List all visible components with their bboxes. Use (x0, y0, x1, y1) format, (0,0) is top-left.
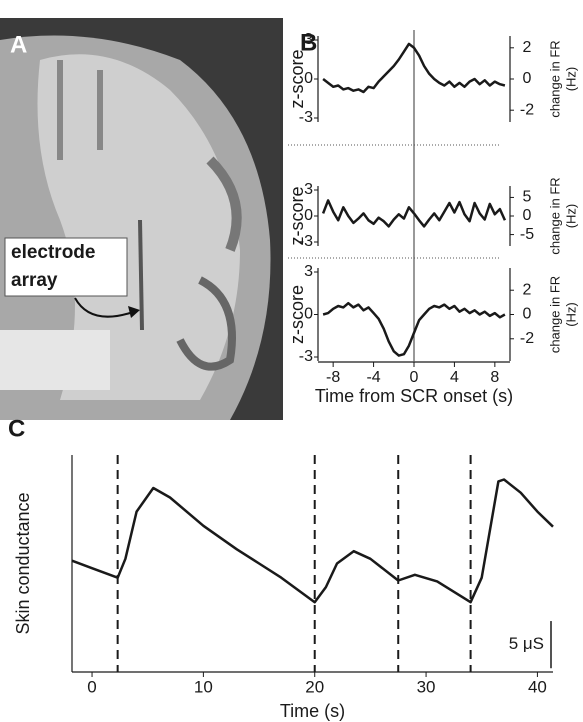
x-tick-label: -4 (366, 369, 380, 386)
y2-tick-label: 0 (523, 306, 532, 323)
y-axis-label: z-score (287, 186, 307, 245)
y-tick-label: 0 (304, 306, 313, 323)
x-axis-label: Time (s) (280, 701, 345, 721)
y2-tick-label: -2 (520, 101, 534, 118)
y2-axis-label: (Hz) (563, 67, 578, 92)
y-tick-label: 3 (304, 31, 313, 48)
data-line (71, 478, 554, 604)
scale-bar-label: 5 μS (509, 634, 544, 653)
y2-tick-label: 0 (523, 70, 532, 87)
y2-axis-label: change in FR (547, 276, 562, 353)
arrow-head (128, 306, 140, 318)
y2-tick-label: 5 (523, 189, 532, 206)
annotation: array (11, 270, 58, 291)
y-tick-label: -3 (299, 348, 313, 365)
y-tick-label: 0 (304, 207, 313, 224)
y-tick-label: -3 (299, 233, 313, 250)
y2-axis-label: (Hz) (563, 302, 578, 327)
y2-axis-label: change in FR (547, 177, 562, 254)
x-tick-label: 30 (417, 677, 436, 696)
y-axis-label: z-score (287, 49, 307, 108)
data-line (322, 42, 506, 94)
ventricle (57, 60, 103, 160)
panel-label: B (300, 29, 317, 56)
y2-tick-label: -5 (520, 226, 534, 243)
x-tick-label: -8 (326, 369, 340, 386)
x-tick-label: 0 (87, 677, 96, 696)
annotation: electrode (11, 242, 95, 263)
sulcus (206, 156, 242, 252)
y2-tick-label: 2 (523, 281, 532, 298)
y2-tick-label: -2 (520, 330, 534, 347)
y-axis-label: Skin conductance (13, 492, 33, 634)
mri-image: electrode array A (0, 18, 283, 420)
panel-label: A (10, 31, 27, 58)
y-tick-label: 0 (304, 70, 313, 87)
sulcus (176, 276, 236, 371)
x-tick-label: 10 (194, 677, 213, 696)
x-tick-label: 4 (450, 369, 459, 386)
x-tick-label: 40 (528, 677, 547, 696)
y2-tick-label: 2 (523, 39, 532, 56)
x-axis-label: Time from SCR onset (s) (315, 386, 513, 406)
y2-axis-label: (Hz) (563, 204, 578, 229)
y-tick-label: 3 (304, 181, 313, 198)
arrow (74, 297, 131, 318)
electrode-track (138, 219, 144, 331)
y-tick-label: 3 (304, 263, 313, 280)
x-tick-label: 20 (305, 677, 324, 696)
x-tick-label: 8 (490, 369, 499, 386)
data-line (321, 199, 507, 228)
panel-label: C (8, 415, 25, 442)
y2-tick-label: 0 (523, 207, 532, 224)
y-axis-label: z-score (287, 285, 307, 344)
y-tick-label: -3 (299, 109, 313, 126)
bright-region (0, 330, 110, 390)
annotation-box (4, 237, 128, 297)
y2-axis-label: change in FR (547, 40, 562, 117)
data-line (322, 301, 506, 357)
x-tick-label: 0 (410, 369, 419, 386)
